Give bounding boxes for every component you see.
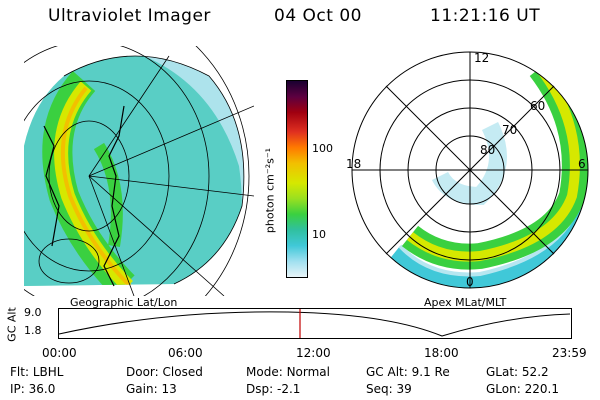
left-panel-caption: Geographic Lat/Lon — [70, 296, 178, 309]
colorbar-tick-10: 10 — [312, 228, 326, 241]
orbit-time-tick-0600: 06:00 — [168, 346, 203, 360]
orbit-time-tick-2359: 23:59 — [552, 346, 587, 360]
meta-glat: GLat: 52.2 — [486, 365, 549, 379]
meta-gc-alt: GC Alt: 9.1 Re — [366, 365, 450, 379]
orbit-time-tick-0000: 00:00 — [42, 346, 77, 360]
colorbar-tick-100: 100 — [312, 142, 333, 155]
mlt-label-0: 0 — [466, 275, 474, 289]
polar-image: 12 18 6 0 80 70 60 — [346, 51, 589, 289]
orbit-time-tick-1200: 12:00 — [296, 346, 331, 360]
meta-mode: Mode: Normal — [246, 365, 330, 379]
instrument-title: Ultraviolet Imager — [48, 6, 211, 26]
lat-label-80: 80 — [480, 143, 495, 157]
colorbar — [286, 80, 308, 278]
orbit-y-tick-9: 9.0 — [24, 306, 42, 319]
lat-label-70: 70 — [502, 123, 517, 137]
mlt-label-6: 6 — [578, 157, 586, 171]
orbit-y-axis-label: GC Alt — [5, 307, 19, 342]
right-panel-caption: Apex MLat/MLT — [424, 296, 507, 309]
lat-label-60: 60 — [530, 99, 545, 113]
image-time: 11:21:16 UT — [430, 6, 541, 26]
geographic-image — [24, 46, 254, 296]
orbit-time-tick-1800: 18:00 — [424, 346, 459, 360]
meta-flt: Flt: LBHL — [10, 365, 64, 379]
meta-gain: Gain: 13 — [126, 382, 177, 396]
mlt-label-18: 18 — [346, 157, 361, 171]
orbit-plot — [58, 308, 572, 339]
meta-ip: IP: 36.0 — [10, 382, 56, 396]
orbit-y-tick-1-8: 1.8 — [24, 324, 42, 337]
colorbar-unit-label: photon cm⁻²s⁻¹ — [263, 147, 277, 234]
meta-seq: Seq: 39 — [366, 382, 412, 396]
meta-door: Door: Closed — [126, 365, 203, 379]
meta-glon: GLon: 220.1 — [486, 382, 559, 396]
image-date: 04 Oct 00 — [274, 6, 362, 26]
meta-dsp: Dsp: -2.1 — [246, 382, 301, 396]
mlt-label-12: 12 — [474, 51, 489, 65]
